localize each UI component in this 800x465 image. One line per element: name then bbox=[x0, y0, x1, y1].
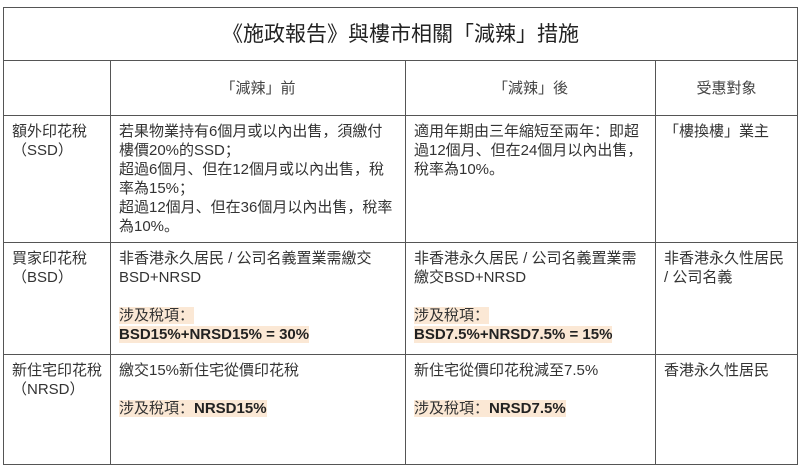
table-row: 買家印花稅（BSD） 非香港永久居民 / 公司名義置業需繳交BSD+NRSD 涉… bbox=[3, 242, 798, 355]
header-after: 「減辣」後 bbox=[405, 60, 656, 116]
after-cell: 新住宅從價印花稅減至7.5% 涉及稅項：NRSD7.5% bbox=[405, 354, 656, 465]
before-tax-label: 涉及稅項： bbox=[119, 400, 195, 417]
before-tax-total: NRSD15% bbox=[194, 400, 267, 417]
header-before: 「減辣」前 bbox=[110, 60, 406, 116]
before-text: 超過12個月、但在36個月以內出售，稅率為10%。 bbox=[119, 199, 393, 235]
before-text: 超過6個月、但在12個月或以內出售，稅率為15%； bbox=[119, 161, 385, 197]
header-empty bbox=[3, 60, 111, 116]
tax-name: 新住宅印花稅（NRSD） bbox=[3, 354, 111, 465]
before-tax-total: BSD15%+NRSD15% = 30% bbox=[119, 326, 310, 343]
table-row: 新住宅印花稅（NRSD） 繳交15%新住宅從價印花稅 涉及稅項：NRSD15% … bbox=[3, 354, 798, 465]
after-text: 適用年期由三年縮短至兩年：即超過12個月、但在24個月以內出售，稅率為10%。 bbox=[405, 115, 656, 243]
before-cell: 若果物業持有6個月或以內出售，須繳付樓價20%的SSD； 超過6個月、但在12個… bbox=[110, 115, 406, 243]
before-cell: 繳交15%新住宅從價印花稅 涉及稅項：NRSD15% bbox=[110, 354, 406, 465]
after-text: 非香港永久居民 / 公司名義置業需繳交BSD+NRSD bbox=[414, 250, 637, 286]
header-beneficiary: 受惠對象 bbox=[655, 60, 798, 116]
beneficiary: 香港永久性居民 bbox=[655, 354, 798, 465]
after-text: 新住宅從價印花稅減至7.5% bbox=[414, 362, 599, 379]
after-tax-total: BSD7.5%+NRSD7.5% = 15% bbox=[414, 326, 613, 343]
before-text: 繳交15%新住宅從價印花稅 bbox=[119, 362, 300, 379]
before-text: 若果物業持有6個月或以內出售，須繳付樓價20%的SSD； bbox=[119, 123, 383, 159]
measures-table: 《施政報告》與樓市相關「減辣」措施 「減辣」前 「減辣」後 受惠對象 額外印花稅… bbox=[3, 7, 798, 465]
before-cell: 非香港永久居民 / 公司名義置業需繳交BSD+NRSD 涉及稅項： BSD15%… bbox=[110, 242, 406, 355]
tax-name: 額外印花稅（SSD） bbox=[3, 115, 111, 243]
tax-name: 買家印花稅（BSD） bbox=[3, 242, 111, 355]
after-tax-total: NRSD7.5% bbox=[489, 400, 566, 417]
table-title: 《施政報告》與樓市相關「減辣」措施 bbox=[3, 7, 798, 61]
before-tax-label: 涉及稅項： bbox=[119, 307, 195, 324]
after-cell: 非香港永久居民 / 公司名義置業需繳交BSD+NRSD 涉及稅項： BSD7.5… bbox=[405, 242, 656, 355]
before-text: 非香港永久居民 / 公司名義置業需繳交BSD+NRSD bbox=[119, 250, 372, 286]
beneficiary: 「樓換樓」業主 bbox=[655, 115, 798, 243]
after-tax-label: 涉及稅項： bbox=[414, 307, 490, 324]
table-row: 額外印花稅（SSD） 若果物業持有6個月或以內出售，須繳付樓價20%的SSD； … bbox=[3, 115, 798, 243]
header-row: 「減辣」前 「減辣」後 受惠對象 bbox=[3, 60, 798, 116]
after-tax-label: 涉及稅項： bbox=[414, 400, 490, 417]
beneficiary: 非香港永久性居民 / 公司名義 bbox=[655, 242, 798, 355]
